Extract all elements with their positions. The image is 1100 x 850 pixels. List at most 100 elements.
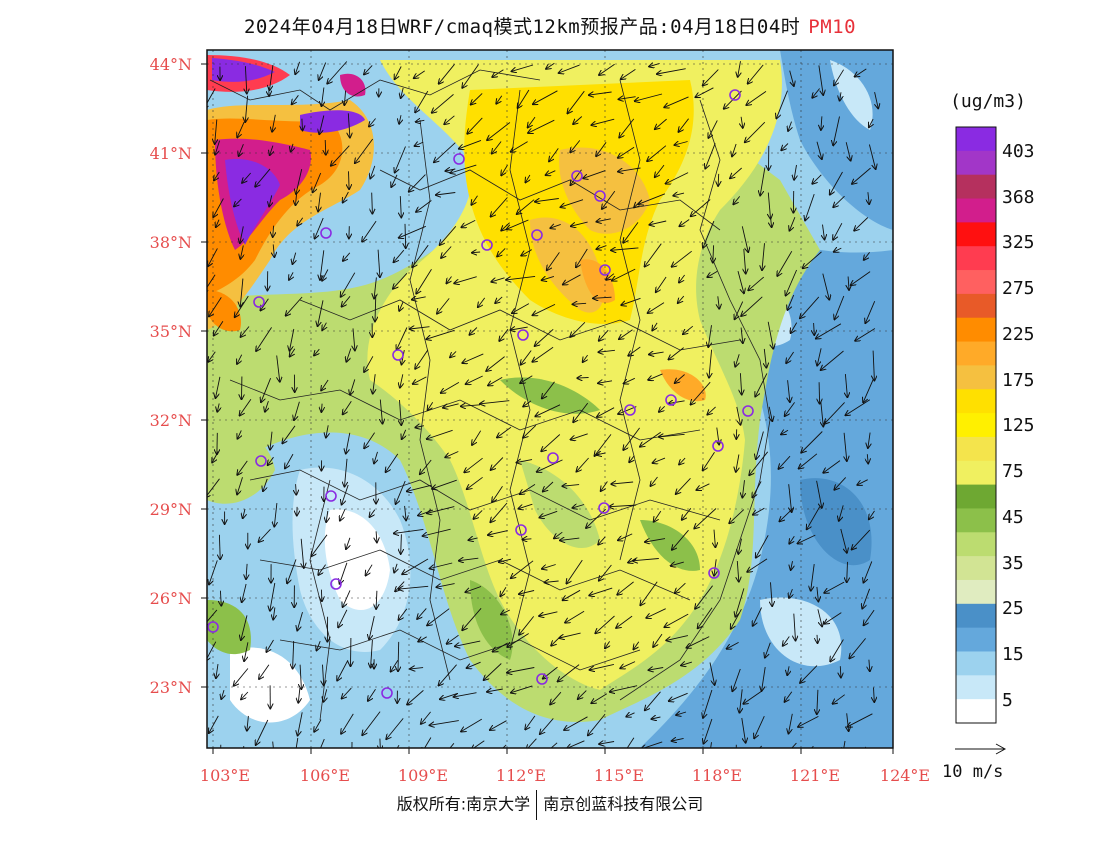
wind-arrow — [427, 429, 453, 439]
wind-arrow — [788, 380, 790, 402]
wind-arrow — [321, 589, 322, 602]
wind-arrow — [487, 122, 511, 141]
wind-arrow — [402, 429, 406, 439]
wind-arrow — [511, 685, 533, 693]
wind-arrow — [342, 484, 349, 505]
wind-arrow — [848, 713, 873, 727]
wind-arrow — [653, 633, 663, 647]
wind-arrow — [762, 667, 766, 691]
wind-reference-label: 10 m/s — [942, 762, 1004, 782]
wind-arrow — [591, 693, 608, 704]
wind-arrow — [621, 297, 641, 305]
city-marker — [547, 452, 559, 464]
wind-arrow — [629, 455, 635, 463]
wind-arrow — [346, 348, 352, 362]
wind-arrow — [488, 377, 503, 385]
wind-arrow — [263, 478, 268, 491]
wind-arrow — [578, 690, 587, 699]
wind-arrow — [619, 118, 635, 138]
wind-arrow — [737, 270, 744, 293]
wind-arrow — [823, 224, 825, 240]
wind-arrow — [293, 252, 296, 264]
wind-arrow — [765, 642, 771, 658]
wind-arrow — [617, 581, 634, 595]
wind-arrow — [244, 642, 249, 661]
wind-arrow — [756, 431, 764, 460]
wind-arrow — [540, 718, 554, 734]
wind-arrow — [599, 63, 615, 75]
wind-arrow — [672, 738, 684, 741]
wind-arrow — [601, 481, 608, 492]
city-marker — [253, 296, 265, 308]
wind-arrow — [561, 199, 584, 207]
wind-arrow — [471, 195, 478, 205]
wind-arrow — [414, 70, 425, 78]
wind-arrow — [506, 275, 536, 280]
wind-arrow — [507, 633, 529, 648]
colorbar-segment — [956, 198, 996, 223]
colorbar-segment — [956, 222, 996, 247]
wind-arrow — [380, 738, 381, 748]
city-marker — [536, 673, 548, 685]
wind-arrow — [412, 244, 429, 267]
wind-arrow — [707, 406, 716, 415]
wind-arrow — [855, 328, 876, 341]
wind-arrow — [609, 505, 637, 507]
wind-arrow — [528, 116, 536, 127]
wind-arrow — [611, 248, 639, 250]
wind-arrow — [341, 272, 356, 297]
wind-arrow — [730, 167, 742, 178]
colorbar-segment — [956, 127, 996, 152]
wind-arrow — [261, 378, 272, 402]
wind-arrow — [671, 562, 684, 566]
wind-arrow — [430, 720, 459, 726]
colorbar-segment — [956, 508, 996, 533]
wind-arrow — [331, 145, 350, 166]
wind-arrow — [760, 167, 766, 196]
wind-arrow — [295, 61, 301, 74]
wind-arrow — [500, 587, 507, 596]
wind-arrow — [493, 642, 508, 652]
wind-arrow — [277, 355, 280, 382]
wind-arrow — [282, 425, 296, 444]
lat-label: 44°N — [149, 55, 192, 74]
wind-arrow — [679, 457, 686, 464]
wind-arrow — [560, 538, 580, 540]
wind-arrow — [241, 615, 248, 640]
wind-arrow — [370, 165, 376, 179]
wind-arrow — [364, 65, 373, 74]
wind-arrow — [666, 172, 689, 184]
lon-label: 106°E — [299, 766, 351, 785]
wind-arrow — [343, 191, 349, 203]
wind-arrow — [296, 168, 303, 194]
wind-arrow — [704, 718, 713, 744]
wind-arrow — [756, 535, 769, 557]
wind-arrow — [780, 507, 794, 521]
colorbar-label: 15 — [1002, 644, 1024, 665]
wind-arrow — [519, 591, 535, 595]
wind-arrow — [256, 327, 272, 351]
wind-arrow — [558, 664, 580, 682]
city-marker — [325, 490, 337, 502]
wind-arrow — [346, 537, 350, 549]
wind-arrow — [492, 141, 502, 154]
wind-arrow — [501, 610, 511, 614]
wind-arrow — [807, 506, 821, 530]
wind-arrow — [708, 325, 711, 347]
wind-arrow — [771, 582, 773, 606]
wind-arrow — [736, 454, 739, 472]
wind-arrow — [655, 164, 665, 177]
wind-arrow — [507, 667, 535, 673]
wind-arrow — [209, 297, 222, 316]
colorbar-label: 25 — [1002, 598, 1024, 619]
city-marker — [598, 502, 610, 514]
wind-arrow — [427, 506, 455, 514]
wind-arrow — [799, 453, 818, 469]
wind-arrow — [649, 63, 660, 66]
wind-arrow — [499, 328, 509, 341]
wind-arrow — [752, 481, 762, 497]
wind-arrow — [209, 560, 218, 584]
colorbar-segment — [956, 150, 996, 176]
wind-arrow — [771, 218, 772, 227]
wind-arrow — [259, 528, 271, 542]
